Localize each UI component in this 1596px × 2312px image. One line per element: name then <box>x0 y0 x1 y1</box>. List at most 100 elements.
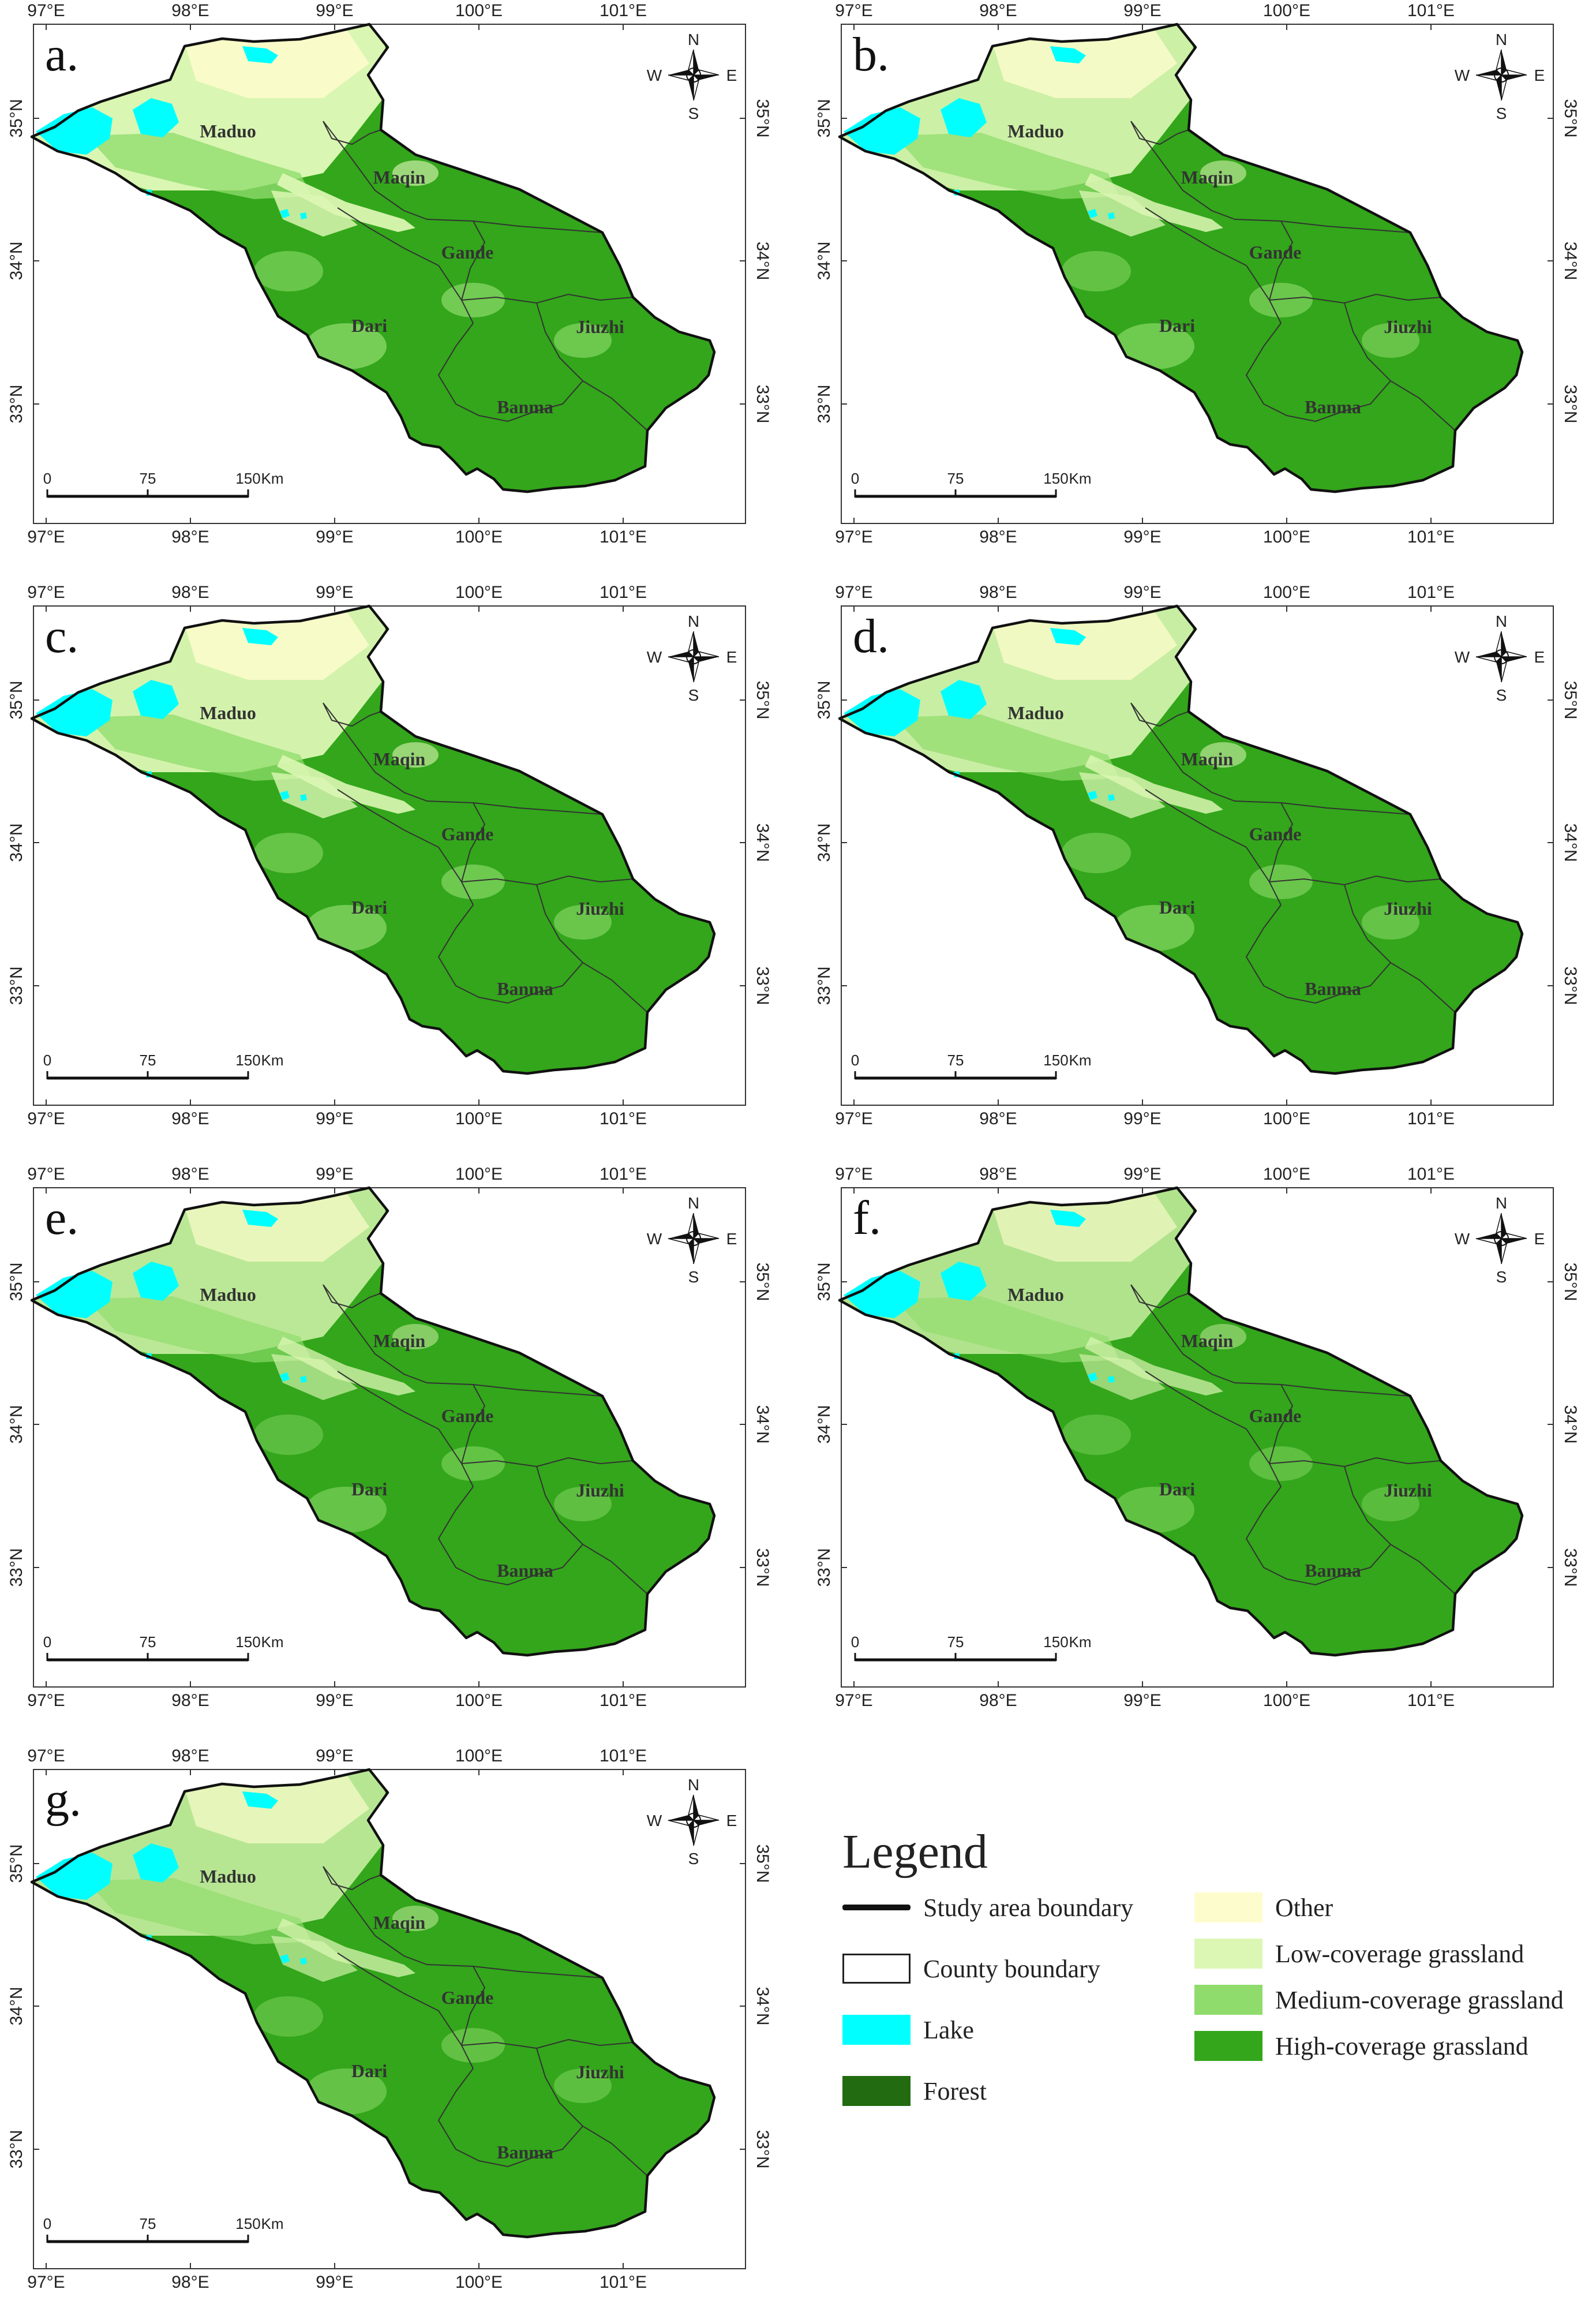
legend-item-medium-coverage: Medium-coverage grassland <box>1194 1980 1564 2020</box>
legend-item-other: Other <box>1194 1887 1333 1928</box>
county-boundary <box>1130 1284 1189 1309</box>
county-boundary <box>1145 1371 1282 1487</box>
county-boundary <box>1130 121 1189 145</box>
study-area-boundary <box>30 1186 716 1657</box>
lake-patch <box>300 212 307 219</box>
lon-tick-bottom: 99°E <box>1123 1109 1161 1128</box>
scale-bar: 0 75 150 Km <box>851 1633 1092 1662</box>
panel-letter: b. <box>853 28 889 81</box>
lat-tick-right: 35°N <box>1561 680 1580 719</box>
lat-tick-right: 33°N <box>753 1548 772 1587</box>
scale-label: 0 <box>851 1052 859 1069</box>
map-svg: 97°E 97°E 98°E 98°E 99°E 99°E 100°E 100°E 101°E 1… <box>815 1165 1580 1710</box>
legend-item-county-boundary: County boundary <box>842 1948 1100 1989</box>
compass-e: E <box>726 1812 737 1830</box>
county-boundary <box>323 1284 381 1309</box>
lon-tick-top: 99°E <box>316 1 353 20</box>
scale-bar: 0 75 150 Km <box>851 470 1092 498</box>
county-label-banma: Banma <box>497 396 553 417</box>
lon-tick-top: 98°E <box>171 1746 209 1765</box>
lat-tick-left: 33°N <box>7 384 26 423</box>
compass-w: W <box>647 66 662 84</box>
county-boundary <box>461 1457 634 1468</box>
lon-tick-top: 101°E <box>600 583 647 602</box>
lon-tick-bottom: 101°E <box>1407 1691 1455 1710</box>
compass-s: S <box>688 1268 699 1286</box>
county-label-gande: Gande <box>1249 1405 1302 1426</box>
lon-tick-bottom: 98°E <box>171 1109 209 1128</box>
lon-tick-bottom: 101°E <box>1407 1109 1455 1128</box>
scale-label: 0 <box>43 470 51 487</box>
lon-tick-bottom: 98°E <box>171 2273 209 2292</box>
county-boundary <box>1269 220 1294 301</box>
lake-patch <box>280 1372 290 1382</box>
lon-tick-top: 99°E <box>316 1746 353 1765</box>
panel-letter: f. <box>853 1191 881 1245</box>
lat-tick-left: 33°N <box>815 1548 834 1587</box>
scale-label: 0 <box>43 1633 51 1651</box>
legend-label: Low-coverage grassland <box>1275 1939 1524 1968</box>
compass-e: E <box>1534 648 1545 666</box>
lon-tick-top: 101°E <box>600 1 647 20</box>
scale-label: 75 <box>947 1052 964 1069</box>
medium-coverage-swatch <box>1194 1985 1262 2015</box>
county-label-maduo: Maduo <box>200 1284 256 1305</box>
lon-tick-bottom: 99°E <box>316 1109 353 1128</box>
county-label-gande: Gande <box>441 242 494 263</box>
lat-tick-left: 34°N <box>815 823 834 862</box>
compass-w: W <box>647 1230 662 1248</box>
lon-tick-bottom: 99°E <box>316 1691 353 1710</box>
scale-label: 75 <box>947 470 964 487</box>
lake-patch <box>844 1271 920 1318</box>
lat-tick-right: 34°N <box>753 823 772 862</box>
low-coverage-swatch <box>1194 1939 1262 1969</box>
lake-patch <box>36 107 113 155</box>
study-area-boundary <box>838 604 1524 1075</box>
county-boundary <box>337 1371 474 1487</box>
lon-tick-bottom: 98°E <box>171 1691 209 1710</box>
map-svg: 97°E 97°E 98°E 98°E 99°E 99°E 100°E 100°E 101°E 1… <box>815 583 1580 1128</box>
lat-tick-left: 33°N <box>815 384 834 423</box>
county-boundary-swatch <box>842 1954 911 1984</box>
lat-tick-left: 34°N <box>7 1405 26 1443</box>
lake-patch <box>242 628 278 645</box>
lat-tick-right: 34°N <box>753 1405 772 1443</box>
county-boundary <box>536 302 648 431</box>
map-panel-b: 97°E 97°E 98°E 98°E 99°E 99°E 100°E 100°E 101°E 1… <box>808 0 1580 567</box>
compass-s: S <box>1496 1268 1507 1286</box>
scale-label: 0 <box>851 470 859 487</box>
county-boundary <box>323 121 381 145</box>
lake-patch <box>280 1954 290 1963</box>
lon-tick-top: 101°E <box>600 1165 647 1184</box>
legend-label: Other <box>1275 1893 1333 1922</box>
county-boundary <box>461 802 486 882</box>
scale-unit: Km <box>1069 470 1092 487</box>
lake-swatch <box>842 2015 911 2045</box>
lat-tick-right: 35°N <box>1561 1262 1580 1301</box>
lake-patch <box>133 98 179 137</box>
lat-tick-right: 35°N <box>753 680 772 719</box>
legend-item-forest: Forest <box>842 2071 987 2111</box>
panel-letter: a. <box>45 28 78 81</box>
lake-patch <box>941 1262 987 1301</box>
scale-bar: 0 75 150 Km <box>851 1052 1092 1080</box>
lon-tick-bottom: 97°E <box>835 1691 872 1710</box>
scale-label: 75 <box>140 1633 156 1651</box>
lat-tick-right: 34°N <box>1561 1405 1580 1443</box>
county-label-jiuzhi: Jiuzhi <box>576 316 624 337</box>
high-coverage-swatch <box>1194 2031 1262 2061</box>
lat-tick-left: 34°N <box>7 1986 26 2025</box>
lat-tick-left: 33°N <box>7 2130 26 2168</box>
county-label-dari: Dari <box>351 1479 387 1499</box>
county-label-gande: Gande <box>1249 824 1302 844</box>
county-boundary <box>1130 121 1411 233</box>
compass-e: E <box>726 66 737 84</box>
lon-tick-top: 99°E <box>1123 583 1161 602</box>
county-boundary <box>1130 1284 1411 1397</box>
lat-tick-left: 33°N <box>7 1548 26 1587</box>
lake-patch <box>1088 791 1097 800</box>
lake-patch <box>280 209 290 218</box>
legend-title: Legend <box>842 1825 988 1879</box>
county-label-maqin: Maqin <box>373 749 426 769</box>
lon-tick-bottom: 97°E <box>27 2273 65 2292</box>
